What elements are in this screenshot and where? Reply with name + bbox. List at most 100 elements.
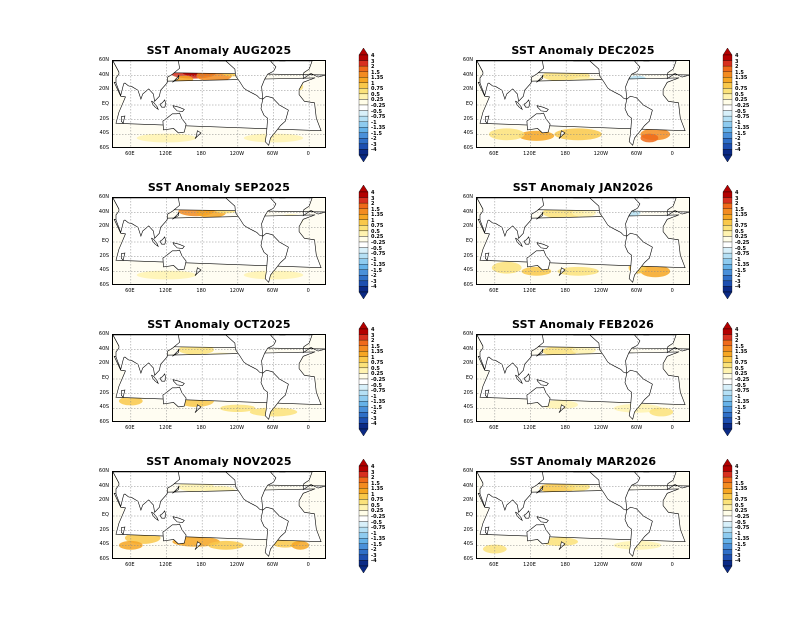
x-tick-label: 60E (125, 425, 135, 431)
colorbar-swatch (358, 241, 369, 248)
y-tick-label: 20S (99, 526, 109, 533)
colorbar-label: 0.5 (371, 365, 380, 372)
panel-title: SST Anomaly FEB2026 (511, 318, 655, 331)
land-namerica (573, 198, 641, 237)
land-nz (558, 404, 566, 413)
colorbar-label: 0.5 (735, 91, 744, 98)
x-tick-label: 0 (306, 425, 310, 431)
colorbar-swatch (358, 264, 369, 270)
sst-map-feb2026 (476, 334, 690, 422)
colorbar-label: -0.75 (735, 114, 750, 121)
x-tick-label: 0 (306, 151, 310, 157)
colorbar-top-arrow (722, 459, 733, 467)
y-tick-label: 20N (462, 223, 473, 230)
x-tick-label: 60W (266, 425, 279, 431)
colorbar-swatch (358, 132, 369, 139)
colorbar-swatch (358, 115, 369, 122)
x-tick-label: 60E (125, 288, 135, 294)
colorbar-label: 3 (371, 332, 375, 339)
colorbar-swatch (722, 197, 733, 204)
colorbar-label: -4 (371, 147, 377, 154)
y-tick-label: 60S (463, 145, 473, 151)
colorbar-label: 1 (735, 217, 739, 224)
sst-map-dec2025 (476, 60, 690, 148)
y-tick-label: 60N (98, 468, 109, 474)
map-canvas (477, 198, 689, 284)
colorbar-label: 1.5 (735, 69, 744, 76)
colorbar-label: 1 (371, 354, 375, 361)
land-antarctic_tip (632, 559, 640, 560)
colorbar (722, 459, 733, 573)
anomaly-blob (243, 270, 304, 280)
colorbar-top-arrow (722, 185, 733, 193)
sst-map-jan2026 (476, 197, 690, 285)
x-tick-label: 0 (670, 562, 674, 568)
x-tick-label: 0 (670, 151, 674, 157)
panel-title: SST Anomaly MAR2026 (509, 455, 657, 468)
colorbar-label: -1.5 (371, 541, 382, 548)
colorbar-label: 3 (371, 195, 375, 202)
colorbar-swatch (358, 225, 369, 232)
y-tick-label: 40N (98, 208, 109, 215)
sst-map-mar2026 (476, 471, 690, 559)
x-tick-label: 60W (630, 562, 643, 568)
colorbar-swatch (358, 104, 369, 111)
colorbar-label: 1 (735, 491, 739, 498)
land-namerica (209, 472, 277, 511)
colorbar-swatch (358, 510, 369, 517)
land-newguinea (536, 379, 549, 386)
colorbar-label: 1.35 (371, 486, 384, 493)
land-sumatra (515, 237, 523, 248)
anomaly-blob (491, 261, 522, 274)
x-tick-label: 120W (229, 288, 245, 294)
colorbar-label: -2 (371, 136, 377, 143)
y-tick-label: 40S (99, 541, 109, 548)
colorbar-label: -0.25 (735, 103, 750, 109)
colorbar-swatch (358, 465, 369, 472)
y-tick-label: 60S (99, 145, 109, 151)
land-borneo (523, 373, 531, 382)
colorbar-swatch (358, 345, 369, 352)
colorbar-swatch (722, 54, 733, 61)
colorbar-label: -1 (735, 393, 741, 400)
colorbar-label: 2 (735, 201, 739, 208)
colorbar-label: 2 (371, 201, 375, 208)
map-canvas (113, 335, 325, 421)
y-tick-label: EQ (101, 375, 109, 381)
land-borneo (523, 510, 531, 519)
x-tick-label: 180 (560, 562, 570, 568)
colorbar-label: 0.75 (371, 223, 384, 230)
land-sumatra (151, 237, 159, 248)
x-tick-label: 60E (125, 151, 135, 157)
colorbar-swatch (358, 526, 369, 533)
colorbar-swatch (358, 82, 369, 89)
colorbar-label: -4 (371, 421, 377, 428)
colorbar-label: -1 (371, 393, 377, 400)
colorbar-label: 0.25 (735, 371, 748, 378)
colorbar-label: -3 (735, 278, 741, 285)
colorbar-swatch (358, 88, 369, 95)
colorbar-swatch (358, 252, 369, 259)
y-tick-label: 20N (462, 86, 473, 93)
x-tick-label: 0 (670, 425, 674, 431)
map-canvas (477, 61, 689, 147)
colorbar-swatch (358, 423, 369, 430)
map-canvas (477, 335, 689, 421)
colorbar-swatch (722, 499, 733, 506)
colorbar-label: 2 (371, 475, 375, 482)
colorbar-label: 0.5 (371, 91, 380, 98)
colorbar-label: -2 (735, 410, 741, 417)
land-nz (194, 267, 202, 276)
y-tick-label: 20S (463, 389, 473, 396)
colorbar-swatch (722, 515, 733, 522)
land-australia (526, 112, 551, 134)
land-sumatra (151, 511, 159, 522)
land-asia (477, 472, 544, 513)
colorbar-label: 4 (735, 53, 739, 59)
colorbar-label: -4 (735, 558, 741, 565)
colorbar-bottom-arrow (358, 428, 369, 436)
land-asia (113, 61, 180, 102)
colorbar-label: -1.35 (735, 125, 750, 132)
colorbar-swatch (722, 389, 733, 396)
colorbar-label: 1 (371, 217, 375, 224)
